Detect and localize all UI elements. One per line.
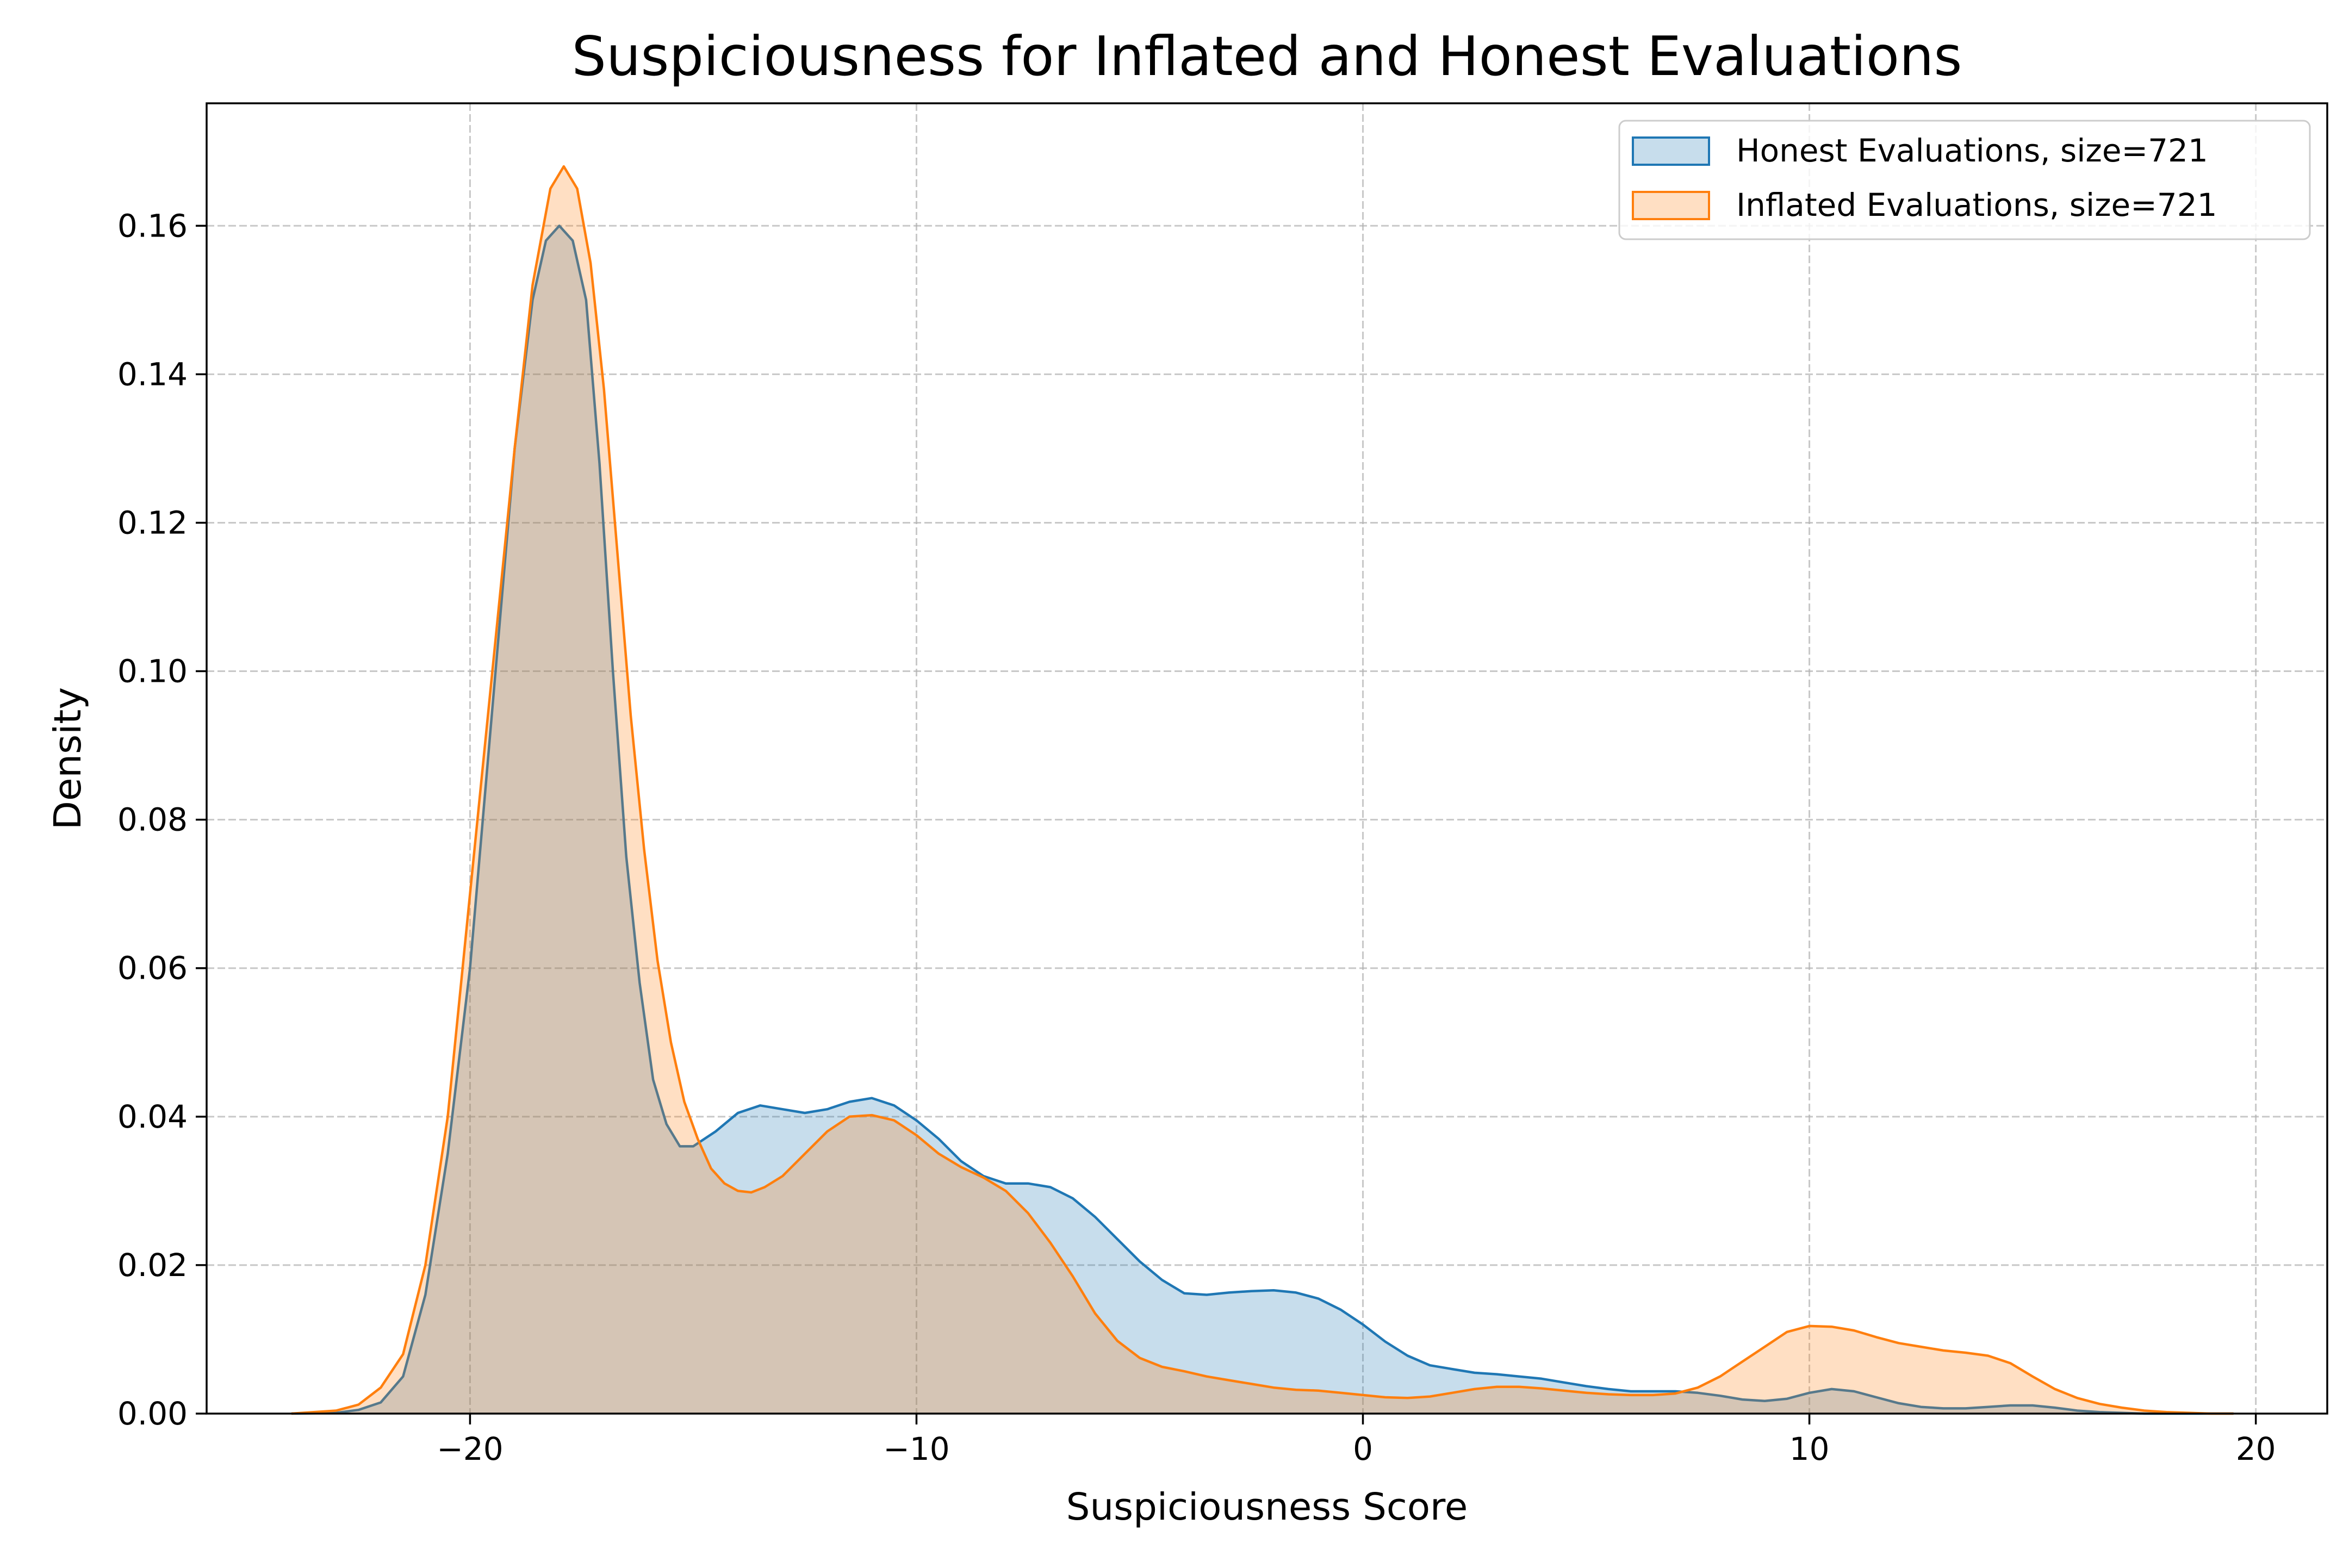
legend-label-honest: Honest Evaluations, size=721: [1736, 132, 2208, 169]
legend: Honest Evaluations, size=721 Inflated Ev…: [1618, 120, 2311, 240]
density-area-honest: [291, 226, 2234, 1414]
x-tick-label: −10: [883, 1430, 949, 1467]
y-tick-label: 0.16: [117, 207, 188, 244]
y-tick-label: 0.02: [117, 1247, 188, 1284]
y-tick-label: 0.06: [117, 950, 188, 987]
legend-label-inflated: Inflated Evaluations, size=721: [1736, 186, 2217, 223]
legend-swatch-honest: [1632, 136, 1710, 166]
legend-entry-honest: Honest Evaluations, size=721: [1632, 132, 2208, 169]
plot-frame: [206, 102, 2328, 1415]
y-tick-label: 0.14: [117, 356, 188, 393]
y-tick-label: 0.12: [117, 504, 188, 541]
legend-swatch-inflated: [1632, 191, 1710, 220]
density-curves: [291, 165, 2234, 1415]
x-tick-label: −20: [437, 1430, 503, 1467]
legend-box: [1618, 120, 2311, 240]
x-tick-label: 10: [1789, 1430, 1830, 1467]
y-tick-label: 0.10: [117, 653, 188, 690]
chart-title: Suspiciousness for Inflated and Honest E…: [572, 24, 1962, 88]
x-tick-label: 0: [1353, 1430, 1373, 1467]
y-axis-label: Density: [46, 687, 90, 830]
density-line-inflated: [291, 165, 2234, 1415]
x-axis-label: Suspiciousness Score: [1066, 1485, 1468, 1529]
y-tick-label: 0.00: [117, 1395, 188, 1432]
legend-entry-inflated: Inflated Evaluations, size=721: [1632, 186, 2217, 223]
density-area-inflated: [291, 166, 2234, 1414]
x-tick-label: 20: [2236, 1430, 2276, 1467]
density-line-honest: [291, 225, 2234, 1415]
grid-lines: [207, 103, 2327, 1415]
y-tick-label: 0.08: [117, 801, 188, 838]
axis-ticks: −20 −10 0 10 20 0.00 0.02 0.04 0.06 0.08 0.10 0.12 0…: [117, 207, 2276, 1467]
y-tick-label: 0.04: [117, 1098, 188, 1135]
